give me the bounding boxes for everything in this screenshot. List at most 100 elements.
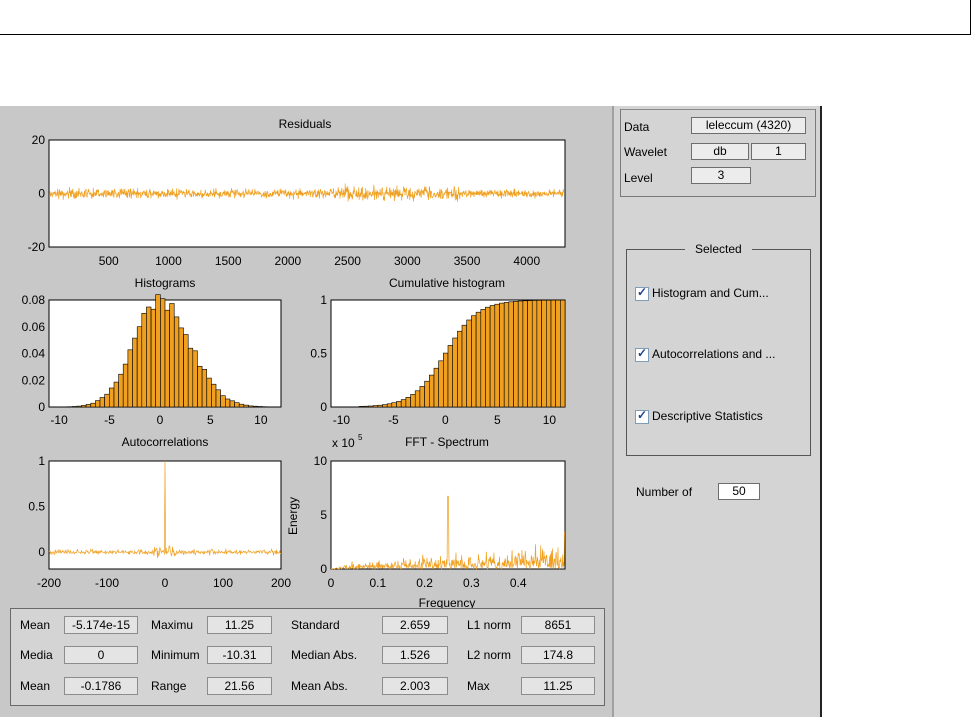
cumulative-bar xyxy=(368,405,374,408)
selected-title: Selected xyxy=(685,242,752,256)
x-tick-label: 5 xyxy=(494,413,501,427)
histogram-bar xyxy=(104,393,110,408)
x-tick-label: 2000 xyxy=(275,254,302,268)
cumulative-bar xyxy=(382,404,388,408)
cumulative-bar xyxy=(372,405,379,408)
fft-y-ticks: 10 5 0 xyxy=(314,454,328,576)
histogram-bar xyxy=(206,377,212,408)
y-tick-label: 0 xyxy=(320,562,327,576)
histogram-bar xyxy=(192,350,198,408)
histogram-bar xyxy=(155,294,161,408)
cumulative-bar xyxy=(447,345,453,408)
histogram-bar xyxy=(183,334,189,408)
histogram-bar xyxy=(99,397,105,408)
stat-value-field: -10.31 xyxy=(207,646,272,664)
cumulative-bar xyxy=(480,309,486,408)
stat-value-field: 0 xyxy=(64,646,138,664)
histogram-bar xyxy=(252,405,259,408)
x-tick-label: -10 xyxy=(333,413,351,427)
checkbox-check-icon[interactable] xyxy=(635,285,649,301)
histogram-bar xyxy=(243,404,249,408)
level-field[interactable]: 3 xyxy=(691,167,751,184)
x-tick-label: -100 xyxy=(95,576,119,590)
x-tick-label: 200 xyxy=(271,576,291,590)
cumulative-bar xyxy=(386,403,393,408)
stat-label: Maximu xyxy=(151,618,194,632)
cumulative-histogram-plot: Cumulative histogram 10.50 -10 -5 0 5 10 xyxy=(310,276,566,427)
checkbox-check-icon[interactable] xyxy=(635,408,649,424)
cumulative-bar xyxy=(475,311,482,408)
wavelet-family-field[interactable]: db xyxy=(691,143,749,160)
cumulative-bar xyxy=(433,367,439,408)
cumulative-bar xyxy=(452,337,458,408)
cumulative-bar xyxy=(499,302,505,408)
histogram-plot: Histograms 0.08 0.06 0.04 0.02 0 -10 -5 0 5 10 xyxy=(22,276,282,427)
histogram-bar xyxy=(113,381,119,408)
cumulative-bar xyxy=(545,299,552,408)
cumulative-bar xyxy=(377,404,383,408)
data-label: Data xyxy=(624,120,650,134)
cumulative-bar xyxy=(457,330,463,408)
stat-value-field: 8651 xyxy=(521,616,595,634)
checkbox-check-icon[interactable] xyxy=(635,346,649,362)
residuals-series xyxy=(49,183,564,202)
autocorr-title: Autocorrelations xyxy=(122,435,209,449)
stat-label: L2 norm xyxy=(467,648,512,662)
cumulative-bar xyxy=(527,300,533,408)
y-tick-label: 0.06 xyxy=(22,320,46,334)
cumulative-bar xyxy=(513,301,519,408)
x-tick-label: -5 xyxy=(388,413,399,427)
autocorrelations-checkbox-label: Autocorrelations and ... xyxy=(652,347,776,361)
fft-spectrum-plot: x 10 5 FFT - Spectrum Energy Frequency 1… xyxy=(286,433,566,608)
stat-label: Range xyxy=(151,679,187,693)
y-tick-label: 0 xyxy=(38,545,45,559)
stat-value-field: 174.8 xyxy=(521,646,595,664)
stat-value-field: 1.526 xyxy=(382,646,448,664)
histogram-bar xyxy=(178,327,184,408)
histogram-bar xyxy=(164,309,170,408)
histogram-x-ticks: -10 -5 0 5 10 xyxy=(50,413,267,427)
cumulative-bar xyxy=(508,301,514,408)
autocorrelations-plot: Autocorrelations 10.50 -200 -100 0 100 200 xyxy=(28,435,291,590)
residuals-y-ticks: 20 0 -20 xyxy=(28,133,46,254)
histogram-bar xyxy=(229,400,235,408)
cumulative-bar xyxy=(550,299,556,408)
x-tick-label: 3000 xyxy=(394,254,421,268)
cumulative-bar xyxy=(414,390,421,408)
x-tick-label: 0 xyxy=(162,576,169,590)
histogram-bar xyxy=(215,389,221,408)
histogram-bar xyxy=(81,405,87,408)
x-tick-label: 0.1 xyxy=(369,576,386,590)
selected-group: Selected Histogram and Cum... Autocorrel… xyxy=(626,242,811,456)
cumulative-bar xyxy=(522,300,528,408)
stat-value-field: 21.56 xyxy=(207,677,272,695)
residuals-plot: Residuals 20 0 -20 500 1000 1500 2000 2500 3000… xyxy=(28,117,566,268)
x-tick-label: 0.2 xyxy=(416,576,433,590)
cumulative-y-ticks: 10.50 xyxy=(310,293,327,414)
cumulative-bars xyxy=(358,299,566,408)
histogram-title: Histograms xyxy=(135,276,196,290)
histogram-bar xyxy=(248,405,254,408)
stat-value-field: 2.003 xyxy=(382,677,448,695)
stat-label: L1 norm xyxy=(467,618,512,632)
cumulative-bar xyxy=(428,374,435,408)
wavelet-order-field[interactable]: 1 xyxy=(751,143,806,160)
histogram-bar xyxy=(109,387,115,408)
histogram-bars xyxy=(57,294,273,408)
y-tick-label: 20 xyxy=(32,133,46,147)
histogram-bar xyxy=(225,398,231,408)
cumulative-bar xyxy=(559,299,566,408)
cumulative-bar xyxy=(489,305,496,408)
histogram-bar xyxy=(169,303,175,408)
x-tick-label: 2500 xyxy=(334,254,361,268)
x-tick-label: -5 xyxy=(104,413,115,427)
histogram-bar xyxy=(257,406,263,408)
y-tick-label: 0.02 xyxy=(22,373,46,387)
cumulative-bar xyxy=(536,300,542,408)
number-of-input[interactable]: 50 xyxy=(718,483,760,500)
x-tick-label: 1500 xyxy=(215,254,242,268)
histogram-bar xyxy=(211,383,217,408)
top-toolbar xyxy=(0,0,971,35)
histogram-bar xyxy=(187,347,194,408)
wavelet-statistics-window: Residuals 20 0 -20 500 1000 1500 2000 2500 3000… xyxy=(0,106,822,717)
